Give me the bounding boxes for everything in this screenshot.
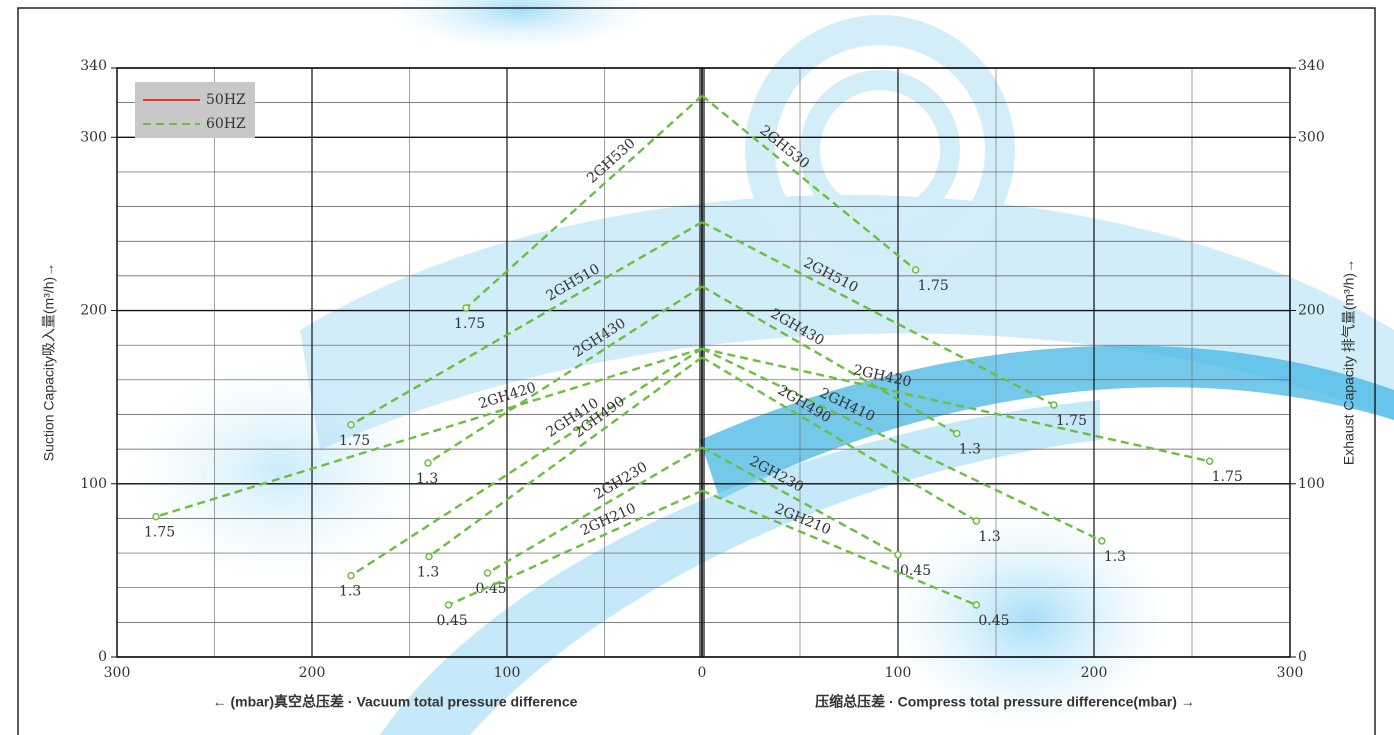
- y-axis-label: Suction Capacity吸入量(m³/h)→: [41, 263, 57, 461]
- series-line: [701, 489, 977, 607]
- end-point: [972, 601, 981, 609]
- series-line: [701, 347, 1210, 463]
- end-point: [953, 429, 961, 438]
- y-tick-label: 300: [1298, 129, 1325, 145]
- x-tick-label: 100: [885, 665, 912, 681]
- y-tick-label: 200: [1298, 303, 1325, 319]
- end-label: 0.45: [476, 581, 507, 597]
- series-line: [448, 489, 703, 607]
- end-label: 1.3: [417, 565, 439, 581]
- y-tick-label: 0: [98, 649, 107, 665]
- y-tick-label: 200: [80, 303, 107, 319]
- end-label: 0.45: [437, 613, 468, 629]
- end-label: 1.3: [1104, 549, 1126, 565]
- series-line: [701, 221, 1055, 407]
- end-label: 1.75: [1056, 413, 1087, 429]
- x-tick-label: 300: [104, 665, 131, 681]
- end-point: [1050, 401, 1058, 409]
- legend-label: 60HZ: [206, 116, 246, 132]
- end-point: [462, 304, 470, 312]
- plot-frame: [701, 67, 1291, 658]
- y-axis-label: Exhaust Capacity 排气量(m³/h)→: [1341, 259, 1357, 465]
- x-axis-label: 压缩总压差 · Compress total pressure differen…: [815, 694, 1195, 710]
- end-label: 0.45: [978, 613, 1009, 629]
- y-tick-label: 100: [1298, 476, 1325, 492]
- y-tick-label: 340: [1298, 58, 1325, 74]
- series-line: [701, 347, 1103, 543]
- series-line: [465, 94, 703, 309]
- series-line: [701, 446, 899, 556]
- series-line: [427, 285, 703, 464]
- end-point: [424, 459, 432, 467]
- end-label: 1.3: [978, 529, 1000, 545]
- end-point: [972, 517, 981, 525]
- x-tick-label: 200: [1081, 665, 1108, 681]
- series-line: [428, 356, 703, 558]
- end-point: [347, 421, 355, 429]
- end-point: [911, 266, 920, 274]
- end-point: [152, 512, 160, 521]
- end-point: [347, 571, 355, 580]
- x-axis-label: ← (mbar)真空总压差 · Vacuum total pressure di…: [213, 694, 578, 710]
- x-tick-label: 300: [1277, 665, 1304, 681]
- end-label: 1.3: [959, 442, 981, 458]
- end-label: 1.75: [144, 525, 175, 541]
- y-tick-label: 340: [80, 58, 107, 74]
- x-tick-label: 100: [494, 665, 521, 681]
- end-label: 1.75: [454, 316, 485, 332]
- end-point: [1205, 457, 1214, 465]
- y-tick-label: 300: [80, 129, 107, 145]
- end-point: [894, 551, 902, 559]
- series-line: [701, 94, 917, 271]
- series-line: [350, 221, 703, 426]
- end-label: 1.75: [339, 433, 370, 449]
- y-tick-label: 100: [80, 476, 107, 492]
- end-label: 1.75: [1212, 469, 1243, 485]
- end-point: [425, 552, 433, 561]
- end-label: 1.3: [339, 584, 361, 600]
- series-line: [155, 347, 703, 518]
- end-point: [1098, 537, 1106, 545]
- end-label: 1.75: [918, 278, 949, 294]
- series-line: [350, 347, 703, 577]
- legend-label: 50HZ: [206, 92, 246, 108]
- end-point: [444, 601, 453, 609]
- y-tick-label: 0: [1298, 649, 1307, 665]
- series-line: [701, 285, 958, 435]
- series-line: [701, 356, 978, 523]
- end-label: 1.3: [416, 471, 438, 487]
- end-label: 0.45: [900, 563, 931, 579]
- end-point: [483, 569, 492, 577]
- x-tick-label: 200: [299, 665, 326, 681]
- x-tick-label: 0: [698, 665, 707, 681]
- legend-box: [135, 82, 255, 138]
- series-line: [486, 446, 703, 575]
